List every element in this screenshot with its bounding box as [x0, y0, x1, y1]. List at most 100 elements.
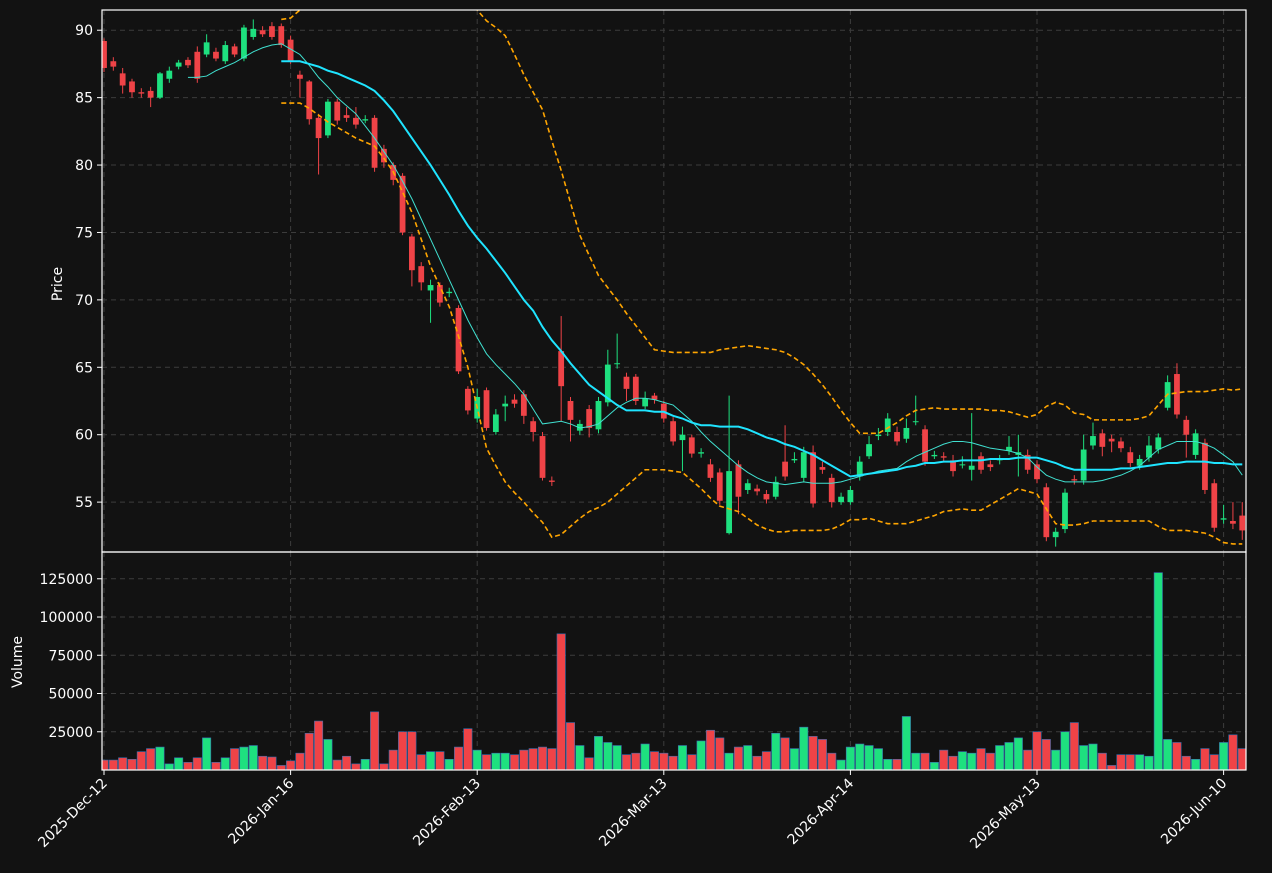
candle-body [922, 429, 928, 462]
candle-body [408, 236, 415, 271]
volume-bar [547, 748, 557, 770]
volume-bar [1181, 755, 1191, 770]
volume-bar [220, 757, 230, 770]
candle-body [651, 395, 658, 400]
volume-bar [836, 759, 846, 770]
y-tick-label: 100000 [40, 610, 93, 626]
volume-bar [603, 742, 613, 770]
candle-body [1090, 436, 1096, 446]
candle-body [754, 488, 760, 492]
candle-body [1043, 487, 1050, 538]
y-tick-label: 65 [75, 360, 93, 376]
volume-bar [976, 748, 986, 770]
volume-bar [454, 746, 464, 770]
volume-bar [621, 754, 631, 770]
candle-body [492, 414, 499, 433]
candle-body [343, 115, 350, 118]
volume-axis-label: Volume [10, 636, 26, 688]
overlay-line [187, 43, 1243, 486]
candle-body [157, 73, 163, 98]
volume-bar [258, 755, 268, 770]
candle-body [1230, 520, 1236, 524]
volume-bar [799, 726, 809, 770]
volume-bar [491, 752, 501, 770]
volume-bar [827, 752, 837, 770]
volume-bar [929, 762, 939, 770]
volume-bar [873, 748, 883, 770]
candle-body [1024, 454, 1031, 470]
volume-bar [1032, 731, 1042, 770]
volume-bar [1097, 752, 1107, 770]
candle-body [726, 471, 733, 534]
candle-body [194, 51, 201, 79]
candle-body [1080, 449, 1087, 481]
candle-body [828, 477, 835, 503]
grid [102, 10, 1246, 770]
volume-bar [1013, 737, 1023, 770]
volume-bar [649, 751, 659, 770]
candle-body [632, 376, 639, 401]
candle-body [1118, 441, 1124, 449]
candle-body [446, 291, 453, 294]
overlay-line [281, 10, 1243, 435]
volume-bar [267, 756, 277, 770]
candle-body [1127, 452, 1134, 464]
volume-bar [1079, 745, 1089, 770]
volume-bar [892, 758, 902, 770]
candle-body [138, 92, 145, 94]
candle-body [763, 494, 770, 500]
candle-body [791, 458, 798, 461]
candle-body [968, 465, 975, 470]
candle-body [231, 46, 238, 55]
volume-bar [398, 731, 408, 770]
candle-body [1108, 438, 1115, 442]
volume-bar [463, 728, 473, 770]
volume-bar [388, 749, 398, 770]
overlay-line [281, 102, 1243, 545]
candle-body [520, 394, 527, 416]
candle-body [903, 427, 910, 439]
candle-body [670, 421, 677, 442]
candle-body [959, 464, 966, 466]
candle-body [502, 403, 509, 407]
candle-body [269, 26, 275, 37]
volume-bar [230, 748, 240, 770]
candle-body [287, 39, 294, 62]
volume-bar [304, 732, 314, 770]
volume-bar [761, 751, 771, 770]
candle-body [362, 119, 369, 121]
candle-body [1034, 464, 1040, 480]
volume-bar [1135, 754, 1145, 770]
candle-body [119, 73, 126, 86]
candle-body [679, 434, 686, 441]
volume-bar [789, 748, 799, 770]
volume-bar [351, 763, 361, 770]
volume-bar [920, 752, 930, 770]
candle-body [539, 436, 546, 478]
volume-bar [901, 716, 911, 770]
candle-body [213, 51, 219, 59]
candle-body [586, 409, 593, 428]
candle-body [371, 117, 378, 168]
candle-body [1202, 442, 1208, 490]
candle-body [222, 45, 229, 62]
y-tick-label: 90 [75, 23, 93, 39]
candle-body [838, 496, 844, 503]
volume-bar [995, 745, 1005, 770]
volume-bar [211, 762, 221, 770]
volume-bar [808, 736, 818, 770]
volume-bar [426, 751, 436, 770]
candle-body [166, 70, 173, 79]
candle-body [847, 489, 854, 503]
candle-body [1239, 515, 1246, 531]
y-tick-label: 70 [75, 293, 93, 309]
volume-bar [1237, 748, 1246, 770]
volume-bar [155, 746, 165, 770]
volume-bar [967, 752, 977, 770]
volume-bar [416, 754, 426, 770]
volume-bar [118, 757, 128, 770]
y-tick-label: 75000 [48, 648, 93, 664]
volume-bar [444, 758, 454, 770]
y-tick-label: 75 [75, 225, 93, 241]
volume-bar [1172, 742, 1182, 770]
